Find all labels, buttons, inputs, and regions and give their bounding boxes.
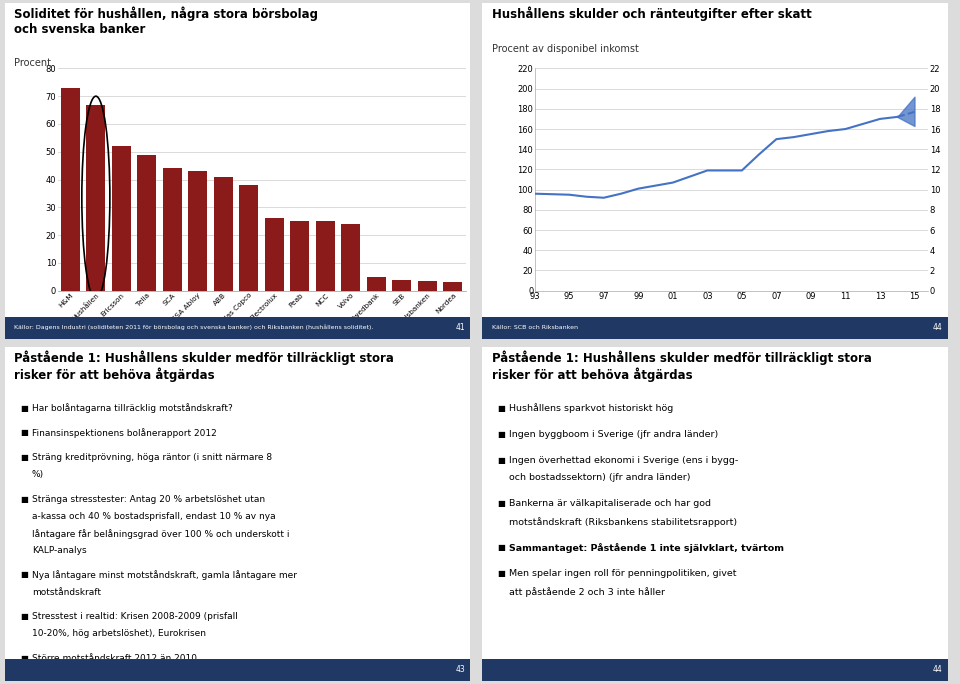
- Text: Hushållens sparkvot historiskt hög: Hushållens sparkvot historiskt hög: [509, 404, 673, 413]
- Text: Stresstest i realtid: Krisen 2008-2009 (prisfall: Stresstest i realtid: Krisen 2008-2009 (…: [32, 612, 237, 621]
- Text: ■: ■: [497, 456, 505, 464]
- Text: och bostadssektorn) (jfr andra länder): och bostadssektorn) (jfr andra länder): [509, 473, 690, 482]
- Text: Bankerna är välkapitaliserade och har god: Bankerna är välkapitaliserade och har go…: [509, 499, 710, 508]
- Text: ■: ■: [20, 654, 28, 663]
- Text: 43: 43: [456, 665, 466, 674]
- Text: 41: 41: [456, 323, 466, 332]
- Bar: [188, 171, 207, 291]
- Bar: [290, 221, 309, 291]
- Bar: [367, 277, 386, 291]
- Text: 10-20%, hög arbetslöshet), Eurokrisen: 10-20%, hög arbetslöshet), Eurokrisen: [32, 629, 205, 638]
- Text: att påstående 2 och 3 inte håller: att påstående 2 och 3 inte håller: [509, 587, 664, 596]
- Text: Påstående 1: Hushållens skulder medför tillräckligt stora
risker för att behöva : Påstående 1: Hushållens skulder medför t…: [492, 350, 872, 382]
- Text: Sammantaget: Påstående 1 inte självklart, tvärtom: Sammantaget: Påstående 1 inte självklart…: [509, 543, 783, 553]
- Text: ■: ■: [20, 404, 28, 412]
- Text: 44: 44: [933, 323, 943, 332]
- Bar: [418, 281, 437, 291]
- Bar: [239, 185, 258, 291]
- Text: a-kassa och 40 % bostadsprisfall, endast 10 % av nya: a-kassa och 40 % bostadsprisfall, endast…: [32, 512, 276, 521]
- Bar: [393, 280, 412, 291]
- Text: ■: ■: [20, 612, 28, 621]
- Text: Ingen byggboom i Sverige (jfr andra länder): Ingen byggboom i Sverige (jfr andra länd…: [509, 430, 718, 438]
- Text: Procent av disponibel inkomst: Procent av disponibel inkomst: [492, 44, 638, 55]
- Bar: [60, 88, 80, 291]
- Bar: [316, 221, 335, 291]
- Text: Stränga stresstester: Antag 20 % arbetslöshet utan: Stränga stresstester: Antag 20 % arbetsl…: [32, 495, 265, 503]
- Bar: [111, 146, 131, 291]
- Text: Finansinspektionens bolånerapport 2012: Finansinspektionens bolånerapport 2012: [32, 428, 216, 438]
- Text: Hushållens skulder och ränteutgifter efter skatt: Hushållens skulder och ränteutgifter eft…: [492, 7, 811, 21]
- Text: motståndskraft: motståndskraft: [32, 588, 101, 596]
- Text: %): %): [32, 470, 44, 479]
- Text: Procent: Procent: [14, 58, 52, 68]
- Bar: [342, 224, 360, 291]
- Text: Påstående 1: Hushållens skulder medför tillräckligt stora
risker för att behöva : Påstående 1: Hushållens skulder medför t…: [14, 350, 395, 382]
- Bar: [444, 282, 463, 291]
- Text: Ingen överhettad ekonomi i Sverige (ens i bygg-: Ingen överhettad ekonomi i Sverige (ens …: [509, 456, 738, 464]
- Bar: [214, 176, 233, 291]
- Bar: [163, 168, 181, 291]
- Text: ■: ■: [497, 569, 505, 578]
- Text: 44: 44: [933, 665, 943, 674]
- Text: KALP-analys: KALP-analys: [32, 546, 86, 555]
- Text: ■: ■: [20, 428, 28, 437]
- Text: ■: ■: [20, 495, 28, 503]
- Bar: [137, 155, 156, 291]
- Text: Källor: Dagens Industri (soliditeten 2011 för börsbolag och svenska banker) och : Källor: Dagens Industri (soliditeten 201…: [14, 325, 373, 330]
- Text: ■: ■: [20, 570, 28, 579]
- Text: Källor: SCB och Riksbanken: Källor: SCB och Riksbanken: [492, 325, 578, 330]
- Legend: Skuldkvot (vänster skala), Räntekvot (höger skala): Skuldkvot (vänster skala), Räntekvot (hö…: [508, 326, 763, 341]
- Text: motståndskraft (Riksbankens stabilitetsrapport): motståndskraft (Riksbankens stabilitetsr…: [509, 517, 737, 527]
- Text: Större motståndskraft 2012 än 2010: Större motståndskraft 2012 än 2010: [32, 654, 197, 663]
- Text: Soliditet för hushållen, några stora börsbolag
och svenska banker: Soliditet för hushållen, några stora bör…: [14, 7, 319, 36]
- Text: Sträng kreditprövning, höga räntor (i snitt närmare 8: Sträng kreditprövning, höga räntor (i sn…: [32, 453, 272, 462]
- Text: ■: ■: [497, 543, 505, 552]
- Text: Nya låntagare minst motståndskraft, gamla låntagare mer: Nya låntagare minst motståndskraft, gaml…: [32, 570, 297, 580]
- Text: ■: ■: [497, 430, 505, 438]
- Bar: [265, 218, 284, 291]
- Text: låntagare får belåningsgrad över 100 % och underskott i: låntagare får belåningsgrad över 100 % o…: [32, 529, 289, 538]
- Bar: [86, 105, 106, 291]
- Text: ■: ■: [497, 404, 505, 412]
- Text: Men spelar ingen roll för penningpolitiken, givet: Men spelar ingen roll för penningpolitik…: [509, 569, 736, 578]
- Text: ■: ■: [20, 453, 28, 462]
- Text: Har bolåntagarna tillräcklig motståndskraft?: Har bolåntagarna tillräcklig motståndskr…: [32, 404, 232, 413]
- Text: ■: ■: [497, 499, 505, 508]
